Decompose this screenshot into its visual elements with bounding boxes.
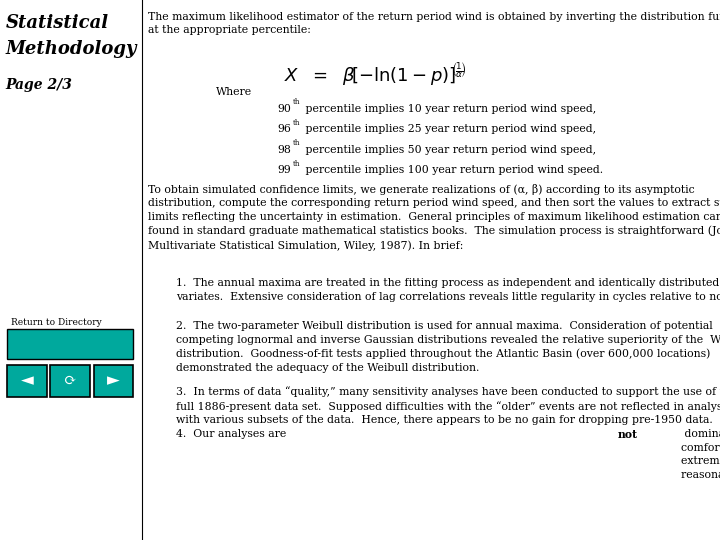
Text: ⟳: ⟳ (64, 374, 77, 388)
Text: percentile implies 25 year return period wind speed,: percentile implies 25 year return period… (302, 124, 596, 134)
Text: Statistical: Statistical (6, 14, 109, 31)
Text: The maximum likelihood estimator of the return period wind is obtained by invert: The maximum likelihood estimator of the … (148, 12, 720, 36)
Text: not: not (618, 429, 638, 440)
Bar (7, 329, 133, 359)
Text: 4.  Our analyses are: 4. Our analyses are (176, 429, 290, 440)
Text: percentile implies 50 year return period wind speed,: percentile implies 50 year return period… (302, 145, 596, 155)
Text: 1.  The annual maxima are treated in the fitting process as independent and iden: 1. The annual maxima are treated in the … (176, 278, 720, 302)
Text: dominated by the single most extreme event at a particular site.  This is quite
: dominated by the single most extreme eve… (681, 429, 720, 480)
Text: 96: 96 (277, 124, 291, 134)
Bar (94, 364, 133, 397)
Text: 99: 99 (277, 165, 291, 176)
Text: Methodology: Methodology (6, 40, 138, 58)
Bar (7, 364, 47, 397)
Text: To obtain simulated confidence limits, we generate realizations of (α, β) accord: To obtain simulated confidence limits, w… (148, 184, 720, 251)
Text: 3.  In terms of data “quality,” many sensitivity analyses have been conducted to: 3. In terms of data “quality,” many sens… (176, 386, 720, 425)
Text: 90: 90 (277, 104, 291, 114)
Text: th: th (293, 160, 300, 168)
Text: 98: 98 (277, 145, 291, 155)
Text: ►: ► (107, 372, 120, 389)
Text: percentile implies 10 year return period wind speed,: percentile implies 10 year return period… (302, 104, 596, 114)
Text: 2.  The two-parameter Weibull distribution is used for annual maxima.  Considera: 2. The two-parameter Weibull distributio… (176, 321, 720, 373)
Text: ◄: ◄ (21, 372, 34, 389)
Text: Page 2/3: Page 2/3 (6, 78, 73, 92)
Text: th: th (293, 139, 300, 147)
Text: th: th (293, 98, 300, 106)
Text: th: th (293, 119, 300, 127)
Text: percentile implies 100 year return period wind speed.: percentile implies 100 year return perio… (302, 165, 603, 176)
Text: Where: Where (216, 87, 252, 98)
Text: $X \ \ = \ \ \beta\!\left[-\ln(1-p)\right]^{\!\!\left(\!\frac{1}{\alpha}\!\right: $X \ \ = \ \ \beta\!\left[-\ln(1-p)\righ… (284, 60, 467, 89)
Text: Return to Directory: Return to Directory (11, 318, 102, 327)
Bar (50, 364, 90, 397)
